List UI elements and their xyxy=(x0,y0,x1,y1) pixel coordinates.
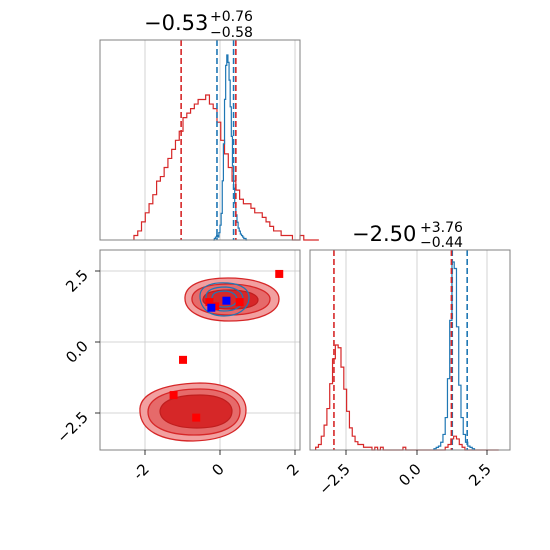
hist-x-blue-series xyxy=(213,54,248,241)
blue-point xyxy=(207,303,216,312)
hist-y-title-sup: +3.76 xyxy=(420,220,463,236)
y-tick-label: 2.5 xyxy=(62,266,92,296)
hist-x-title-sub: −0.58 xyxy=(210,25,253,41)
red-contour-lower xyxy=(139,382,247,442)
hist-y-title: −2.50 xyxy=(352,222,416,246)
joint-points xyxy=(169,269,284,422)
hist-y-blue-step xyxy=(433,261,476,450)
red-point xyxy=(179,355,188,364)
red-point xyxy=(192,413,201,422)
red-point xyxy=(235,298,244,307)
hist-x-markers xyxy=(180,40,237,240)
y-tick-label: −2.5 xyxy=(53,408,91,446)
y-tick-label: 0.0 xyxy=(62,337,92,367)
hist-y-blue-series xyxy=(433,261,476,450)
joint-x-axis: -2 0 2 xyxy=(130,450,303,483)
joint-panel xyxy=(99,249,301,451)
x-tick-label: 0.0 xyxy=(395,460,425,490)
hist-x-red-series xyxy=(133,94,319,241)
hist-x-red-step xyxy=(133,94,319,241)
joint-y-axis: 2.5 0.0 −2.5 xyxy=(53,266,100,447)
hist-y-x-axis: −2.5 0.0 2.5 xyxy=(315,450,495,499)
hist-x-title-sup: +0.76 xyxy=(210,9,253,25)
x-tick-label: -2 xyxy=(130,460,153,483)
hist-y-frame xyxy=(309,249,511,451)
x-tick-label: 2 xyxy=(283,460,302,479)
joint-frame xyxy=(99,249,301,451)
red-point xyxy=(275,269,284,278)
x-tick-label: −2.5 xyxy=(315,460,353,498)
hist-y-red-step xyxy=(315,344,499,451)
x-tick-label: 2.5 xyxy=(465,460,495,490)
red-point xyxy=(205,298,214,307)
hist-x-blue-step xyxy=(213,54,248,241)
hist-y-panel: −2.50 +3.76 −0.44 xyxy=(309,220,511,451)
hist-x-frame xyxy=(99,39,301,241)
red-point xyxy=(169,391,178,400)
hist-x-panel: −0.53 +0.76 −0.58 xyxy=(99,9,319,241)
hist-y-red-series xyxy=(315,344,499,451)
hist-y-title-sub: −0.44 xyxy=(420,235,463,251)
hist-x-title: −0.53 xyxy=(144,11,208,35)
x-tick-label: 0 xyxy=(208,460,227,479)
hist-y-markers xyxy=(333,250,468,450)
blue-point xyxy=(222,296,231,305)
red-contour-upper xyxy=(184,277,280,322)
